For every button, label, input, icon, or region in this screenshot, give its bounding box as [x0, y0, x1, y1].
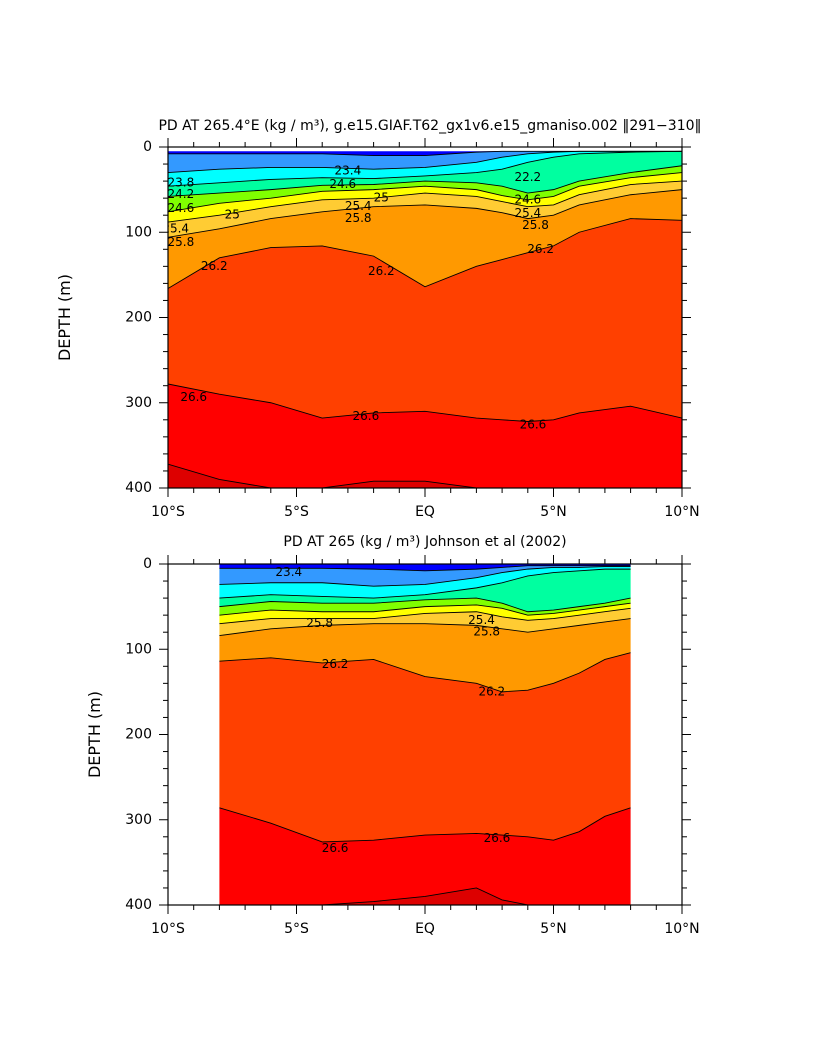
density-band-23.8 — [219, 566, 631, 599]
contour-label: 26.2 — [368, 264, 395, 278]
density-band-26.6 — [168, 383, 682, 488]
density-band-26.2 — [168, 218, 682, 422]
x-tick-label: EQ — [415, 504, 435, 520]
contour-line-25.8 — [168, 189, 682, 238]
contour-label: 26.2 — [478, 684, 505, 698]
density-band-23.4 — [219, 565, 631, 587]
contour-label: 25.4 — [514, 206, 541, 220]
contour-line-24.2 — [219, 568, 631, 599]
y-tick-label: 400 — [125, 897, 152, 913]
density-band-surface — [168, 151, 682, 156]
contour-line-26.6 — [219, 807, 631, 843]
density-band-24.2 — [168, 151, 682, 197]
contour-line-27.0 — [219, 887, 631, 905]
contour-line-23.4 — [219, 565, 631, 572]
contour-label: 25.8 — [473, 625, 500, 639]
contour-label: 25.8 — [522, 218, 549, 232]
density-band-27.0 — [168, 464, 682, 488]
contour-label: 24.6 — [167, 201, 194, 215]
contour-line-26.6 — [168, 383, 682, 422]
contour-label: 25.4 — [162, 221, 189, 235]
contour-line-25.0 — [168, 172, 682, 213]
chart-title: PD AT 265.4°E (kg / m³), g.e15.GIAF.T62_… — [158, 118, 701, 134]
y-tick-label: 300 — [125, 395, 152, 411]
density-band-25.8 — [168, 189, 682, 289]
contour-label: 23.4 — [275, 565, 302, 579]
y-tick-label: 200 — [125, 310, 152, 326]
density-band-26.2 — [219, 652, 631, 842]
contour-label: 26.6 — [180, 390, 207, 404]
y-tick-label: 100 — [125, 641, 152, 657]
y-tick-label: 300 — [125, 812, 152, 828]
contour-line-26.2 — [168, 218, 682, 289]
density-band-25.4 — [168, 181, 682, 238]
contour-label: 26.6 — [353, 409, 380, 423]
contour-label: 24.2 — [167, 187, 194, 201]
density-band-26.6 — [219, 807, 631, 905]
contour-line-24.6 — [219, 597, 631, 613]
contour-label: 22.2 — [514, 170, 541, 184]
contour-field: 23.425.826.226.225.425.826.626.6 — [219, 564, 631, 905]
x-tick-label: 10°N — [664, 504, 699, 520]
contour-line-24.2 — [168, 150, 682, 187]
contour-label: 26.2 — [201, 259, 228, 273]
y-tick-label: 200 — [125, 727, 152, 743]
panel-model: 23.423.824.224.6 2525.425.824.62525.425.8… — [55, 118, 702, 520]
contour-label: 24.6 — [329, 177, 356, 191]
x-tick-label: EQ — [415, 921, 435, 937]
x-tick-label: 5°S — [284, 504, 309, 520]
contour-label: 25 — [225, 208, 240, 222]
x-tick-label: 5°S — [284, 921, 309, 937]
contour-line-25.4 — [219, 607, 631, 625]
contour-line-24.6 — [168, 165, 682, 197]
density-band-25.4 — [219, 608, 631, 636]
contour-label: 25.8 — [167, 235, 194, 249]
panel-observations: 23.425.826.226.225.425.826.626.610°S 5°S E… — [85, 534, 700, 937]
y-axis-label: DEPTH (m) — [85, 691, 104, 778]
contour-label: 26.2 — [322, 657, 349, 671]
density-band-23.8 — [168, 151, 682, 187]
y-axis-label: DEPTH (m) — [55, 274, 74, 361]
contour-line-23.8 — [168, 150, 682, 174]
y-tick-label: 400 — [125, 480, 152, 496]
contour-label: 24.6 — [514, 192, 541, 206]
contour-line-25.0 — [219, 602, 631, 616]
contour-label: 25.8 — [345, 211, 372, 225]
contour-field: 23.423.824.224.6 2525.425.824.62525.425.8… — [162, 150, 682, 488]
contour-label: 26.6 — [520, 417, 547, 431]
y-tick-label: 0 — [143, 556, 152, 572]
x-tick-label: 5°N — [540, 921, 566, 937]
contour-label: 26.6 — [484, 831, 511, 845]
contour-label: 25 — [374, 191, 389, 205]
contour-line-26.2 — [219, 652, 631, 693]
x-tick-label: 10°N — [664, 921, 699, 937]
contour-label: 26.2 — [527, 242, 554, 256]
contour-line-25.8 — [219, 618, 631, 637]
y-tick-label: 0 — [143, 139, 152, 155]
x-tick-label: 5°N — [540, 504, 566, 520]
contour-line-23.8 — [219, 566, 631, 587]
x-tick-label: 10°S — [151, 921, 185, 937]
contour-label: 26.6 — [322, 841, 349, 855]
chart-title: PD AT 265 (kg / m³) Johnson et al (2002) — [283, 534, 566, 550]
contour-label: 25.8 — [306, 616, 333, 630]
contour-label: 23.8 — [167, 175, 194, 189]
density-band-25.8 — [219, 618, 631, 692]
contour-line-25.4 — [168, 180, 682, 223]
contour-label: 23.4 — [335, 163, 362, 177]
density-band-24.2 — [219, 569, 631, 612]
y-tick-label: 100 — [125, 224, 152, 240]
contour-label: 25.4 — [468, 613, 495, 627]
x-tick-label: 10°S — [151, 504, 185, 520]
contour-label: 25.4 — [345, 199, 372, 213]
